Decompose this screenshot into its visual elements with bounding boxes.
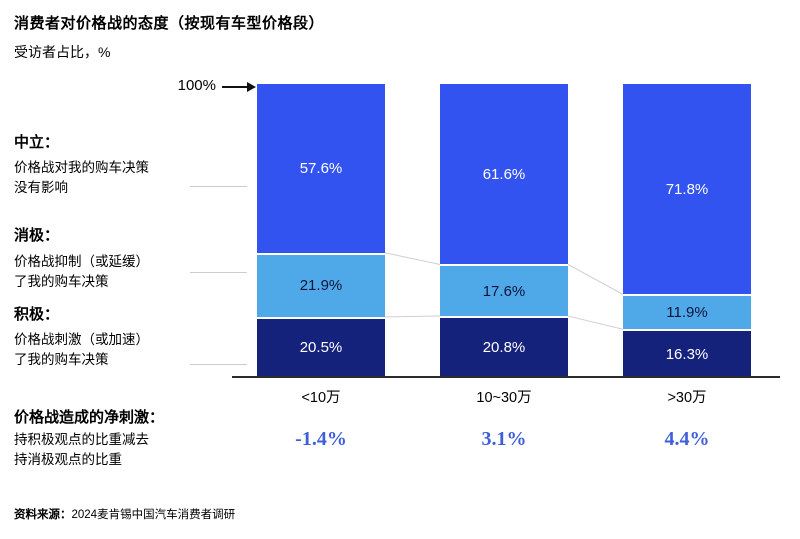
segment-value-label: 17.6% [482,282,526,300]
legend-negative-desc: 价格战抑制（或延缓） 了我的购车决策 [14,252,149,292]
bar-segment-2-2: 16.3% [623,329,751,377]
segment-value-label: 16.3% [665,345,709,363]
segment-connector-lines [384,252,624,330]
segment-value-label: 21.9% [299,277,343,295]
leader-line-positive [190,364,247,365]
legend-neutral-desc-line1: 价格战对我的购车决策 [14,160,149,175]
leader-line-neutral [190,186,247,187]
bar-segment-1-2: 20.8% [440,316,568,377]
legend-neutral-title: 中立： [14,134,60,151]
leader-line-negative [190,272,247,273]
bar-segment-0-0: 57.6% [257,84,385,253]
bar-segment-1-1: 17.6% [440,264,568,317]
bar-segment-0-2: 20.5% [257,316,385,377]
net-stimulus-title: 价格战造成的净刺激： [14,409,165,426]
category-label-2: >30万 [667,390,707,406]
net-stimulus-desc-line2: 持消极观点的比重 [14,452,122,467]
net-stimulus-value-1: 3.1% [481,428,527,450]
legend-negative-desc-line2: 了我的购车决策 [14,274,109,289]
segment-value-label: 57.6% [299,159,343,177]
segment-value-label: 61.6% [482,165,526,183]
bar-1: 61.6% 17.6% 20.8% [440,84,568,377]
page-title: 消费者对价格战的态度（按现有车型价格段） [14,15,325,32]
legend-negative-desc-line1: 价格战抑制（或延缓） [14,254,149,269]
legend-neutral-desc: 价格战对我的购车决策 没有影响 [14,158,149,198]
legend-positive-desc-line2: 了我的购车决策 [14,352,109,367]
bar-segment-1-0: 61.6% [440,84,568,265]
page-subtitle: 受访者占比，% [14,44,111,60]
category-label-0: <10万 [301,390,341,406]
x-axis-line [232,376,780,378]
bar-2: 71.8% 11.9% 16.3% [623,84,751,377]
right-arrow-icon [222,82,256,92]
net-stimulus-value-0: -1.4% [295,428,347,450]
source-note: 资料来源：2024麦肯锡中国汽车消费者调研 [14,506,235,522]
net-stimulus-desc-line1: 持积极观点的比重减去 [14,432,149,447]
stacked-bar-chart: 57.6% 21.9% 20.5% 61.6% 17.6% 20.8% 71.8% 11.9%… [232,84,780,450]
legend-positive-desc-line1: 价格战刺激（或加速） [14,332,149,347]
bar-0: 57.6% 21.9% 20.5% [257,84,385,377]
y-axis-100-label: 100% [177,77,216,94]
bar-segment-2-1: 11.9% [623,294,751,330]
bar-segment-0-1: 21.9% [257,252,385,317]
segment-value-label: 20.5% [299,339,343,357]
segment-value-label: 71.8% [665,180,709,198]
legend-positive-desc: 价格战刺激（或加速） 了我的购车决策 [14,330,149,370]
segment-value-label: 20.8% [482,339,526,357]
bar-segment-2-0: 71.8% [623,84,751,295]
net-stimulus-value-2: 4.4% [664,428,710,450]
segment-value-label: 11.9% [666,304,708,322]
source-prefix: 资料来源： [14,509,72,521]
source-text: 2024麦肯锡中国汽车消费者调研 [71,509,236,521]
category-label-1: 10~30万 [476,390,532,406]
legend-negative-title: 消极： [14,227,60,244]
legend-positive-title: 积极： [14,306,60,323]
legend-neutral-desc-line2: 没有影响 [14,180,68,195]
net-stimulus-desc: 持积极观点的比重减去 持消极观点的比重 [14,430,149,470]
